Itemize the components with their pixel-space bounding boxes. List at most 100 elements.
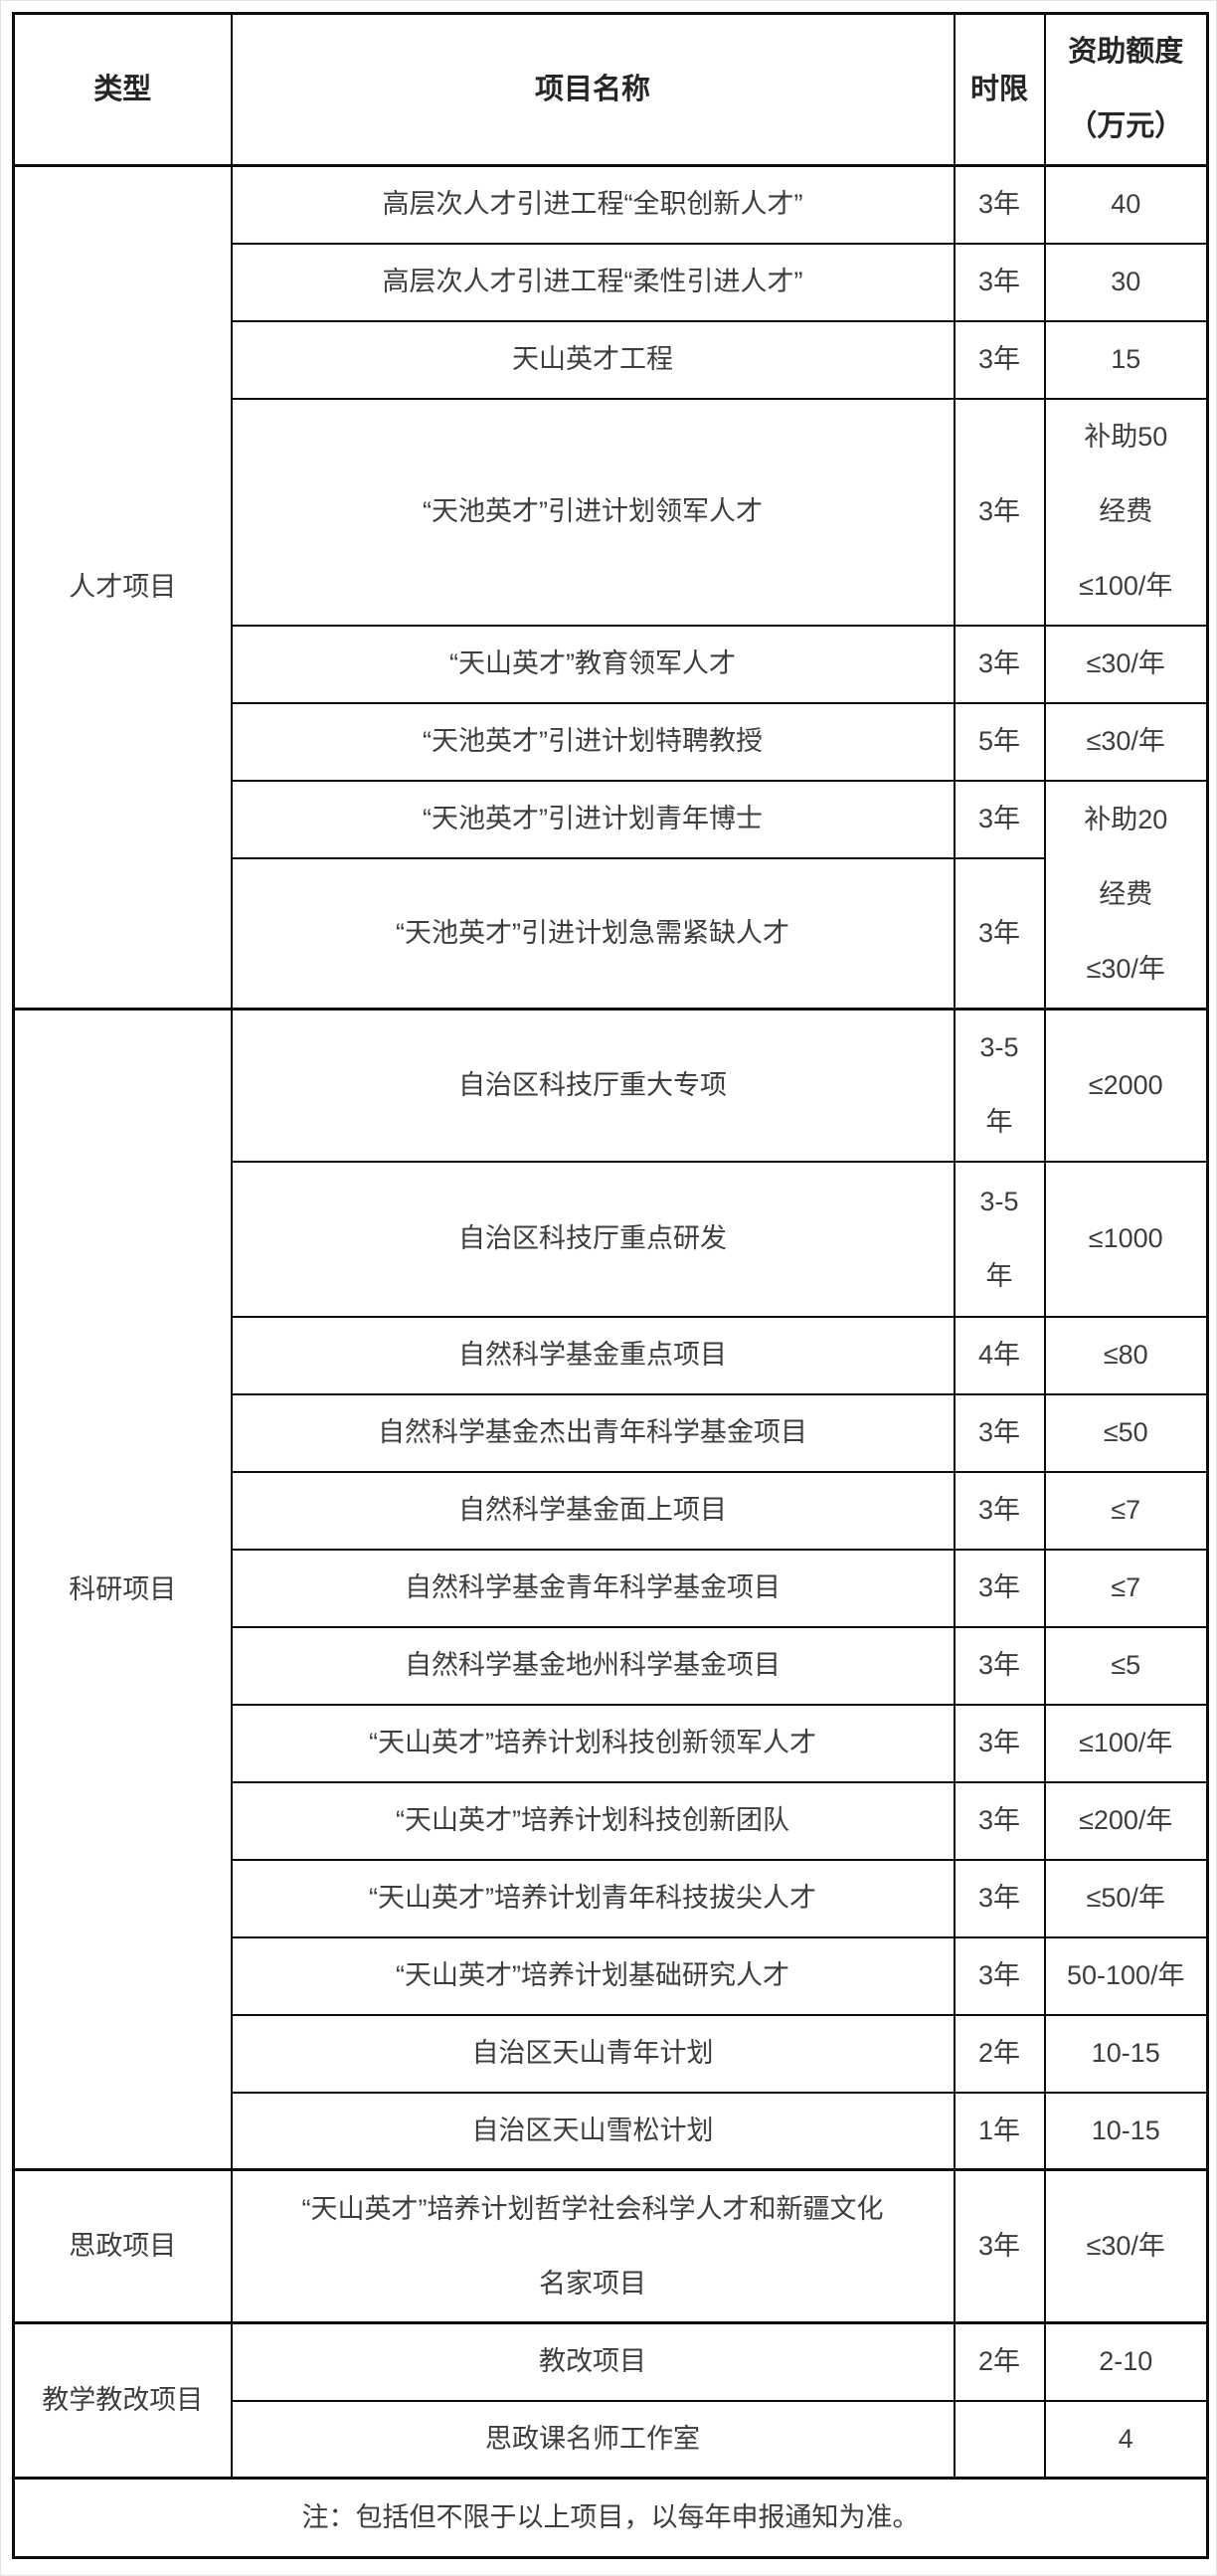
term-cell: 3年	[953, 1548, 1046, 1628]
amount-cell: ≤7	[1043, 1548, 1209, 1628]
project-name-cell: “天山英才”培养计划基础研究人才	[230, 1935, 956, 2016]
table-row: 自治区天山青年计划 2年 10-15	[14, 2013, 1209, 2094]
project-name-cell: “天池英才”引进计划特聘教授	[230, 701, 956, 782]
term-cell: 3年	[953, 1703, 1046, 1783]
project-name-cell: 自治区科技厅重点研发	[230, 1160, 956, 1318]
project-name-cell: “天池英才”引进计划急需紧缺人才	[230, 856, 956, 1011]
table-row: “天池英才”引进计划急需紧缺人才 3年	[14, 856, 1208, 1011]
term-cell: 2年	[953, 2321, 1046, 2402]
table-row: “天山英才”培养计划青年科技拔尖人才 3年 ≤50/年	[14, 1858, 1209, 1938]
project-name-cell: 思政课名师工作室	[230, 2399, 956, 2480]
table-row: 自然科学基金杰出青年科学基金项目 3年 ≤50	[14, 1392, 1209, 1473]
table-row: 科研项目 自治区科技厅重大专项 3-5 年 ≤2000	[12, 1008, 1209, 2171]
project-name-cell: 自然科学基金杰出青年科学基金项目	[230, 1392, 956, 1473]
category-cell-teaching: 教学教改项目	[12, 2321, 233, 2480]
amount-cell: ≤100/年	[1043, 1703, 1209, 1783]
term-cell: 3年	[953, 397, 1046, 627]
project-name-cell: “天山英才”培养计划科技创新领军人才	[230, 1703, 956, 1783]
amount-cell: ≤30/年	[1043, 2168, 1209, 2324]
header-term: 时限	[953, 12, 1046, 167]
table-row: 自然科学基金青年科学基金项目 3年 ≤7	[14, 1548, 1209, 1628]
project-name-cell: “天山英才”教育领军人才	[230, 624, 956, 704]
table-row: 思政课名师工作室 4	[14, 2399, 1209, 2480]
term-cell: 3年	[953, 1470, 1046, 1551]
amount-cell: 50-100/年	[1043, 1935, 1209, 2016]
term-cell	[953, 2399, 1046, 2480]
amount-cell: ≤50/年	[1043, 1858, 1209, 1938]
project-name-cell: 自然科学基金青年科学基金项目	[230, 1548, 956, 1628]
amount-cell: ≤30/年	[1043, 701, 1209, 782]
note-cell: 注：包括但不限于以上项目，以每年申报通知为准。	[12, 2477, 1209, 2559]
project-name-cell: 自治区天山青年计划	[230, 2013, 956, 2094]
table-row: 自然科学基金面上项目 3年 ≤7	[14, 1470, 1209, 1551]
term-cell: 3年	[953, 1392, 1046, 1473]
amount-cell: ≤1000	[1043, 1160, 1209, 1318]
table-row: 教学教改项目 教改项目 2年 2-10	[12, 2321, 1209, 2480]
amount-cell-merged: 补助20 经费 ≤30/年	[1043, 779, 1209, 1011]
table-row: “天山英才”培养计划科技创新领军人才 3年 ≤100/年	[14, 1703, 1209, 1783]
amount-cell: ≤7	[1043, 1470, 1209, 1551]
project-name-cell: 自然科学基金重点项目	[230, 1315, 956, 1395]
project-name-cell: 自治区天山雪松计划	[230, 2091, 956, 2171]
amount-cell: 2-10	[1043, 2321, 1209, 2402]
term-cell: 3年	[953, 856, 1046, 1011]
table-row: 天山英才工程 3年 15	[14, 319, 1209, 400]
term-cell: 3年	[953, 1935, 1046, 2016]
project-name-cell: 自然科学基金面上项目	[230, 1470, 956, 1551]
amount-cell: ≤5	[1043, 1625, 1209, 1706]
term-cell: 5年	[953, 701, 1046, 782]
project-name-cell: 自然科学基金地州科学基金项目	[230, 1625, 956, 1706]
amount-cell: 10-15	[1043, 2091, 1209, 2171]
header-row: 类型 项目名称 时限 资助额度 （万元）	[12, 12, 1209, 167]
project-name-cell: 天山英才工程	[230, 319, 956, 400]
term-cell: 3年	[953, 319, 1046, 400]
project-name-cell: “天山英才”培养计划科技创新团队	[230, 1780, 956, 1861]
project-name-cell: “天山英才”培养计划青年科技拔尖人才	[230, 1858, 956, 1938]
table-row: “天池英才”引进计划青年博士 3年 补助20 经费 ≤30/年	[14, 779, 1209, 1011]
term-cell: 3-5 年	[953, 1008, 1046, 1163]
amount-cell: 30	[1043, 242, 1209, 322]
term-cell: 2年	[953, 2013, 1046, 2094]
table-row: 自治区天山雪松计划 1年 10-15	[14, 2091, 1209, 2171]
term-cell: 4年	[953, 1315, 1046, 1395]
amount-cell: ≤200/年	[1043, 1780, 1209, 1861]
table-row: “天山英才”教育领军人才 3年 ≤30/年	[14, 624, 1209, 704]
amount-cell: ≤50	[1043, 1392, 1209, 1473]
amount-cell: ≤80	[1043, 1315, 1209, 1395]
table-row: 高层次人才引进工程“柔性引进人才” 3年 30	[14, 242, 1209, 322]
term-cell: 3年	[953, 779, 1046, 859]
table-row: “天池英才”引进计划领军人才 3年 补助50 经费 ≤100/年	[14, 397, 1209, 627]
term-cell: 3-5 年	[953, 1160, 1046, 1318]
term-cell: 3年	[953, 624, 1046, 704]
amount-cell: 补助50 经费 ≤100/年	[1043, 397, 1209, 627]
table-row: 自然科学基金地州科学基金项目 3年 ≤5	[14, 1625, 1209, 1706]
table-row: “天山英才”培养计划基础研究人才 3年 50-100/年	[14, 1935, 1209, 2016]
note-row: 注：包括但不限于以上项目，以每年申报通知为准。	[12, 2477, 1209, 2559]
project-name-cell: “天山英才”培养计划哲学社会科学人才和新疆文化 名家项目	[230, 2168, 956, 2324]
project-name-cell: 高层次人才引进工程“全职创新人才”	[230, 164, 956, 245]
project-name-cell: “天池英才”引进计划领军人才	[230, 397, 956, 627]
term-cell: 3年	[953, 1625, 1046, 1706]
amount-cell: ≤30/年	[1043, 624, 1209, 704]
term-cell: 3年	[953, 1858, 1046, 1938]
table-row: 自治区科技厅重点研发 3-5 年 ≤1000	[14, 1160, 1209, 1318]
table-row: “天山英才”培养计划科技创新团队 3年 ≤200/年	[14, 1780, 1209, 1861]
table-row: 人才项目 高层次人才引进工程“全职创新人才” 3年 40	[12, 164, 1209, 1011]
project-name-cell: 高层次人才引进工程“柔性引进人才”	[230, 242, 956, 322]
header-project-name: 项目名称	[230, 12, 956, 167]
amount-cell: 10-15	[1043, 2013, 1209, 2094]
table-row: “天池英才”引进计划特聘教授 5年 ≤30/年	[14, 701, 1209, 782]
amount-cell: 4	[1043, 2399, 1209, 2480]
term-cell: 3年	[953, 242, 1046, 322]
project-name-cell: “天池英才”引进计划青年博士	[230, 779, 956, 859]
amount-cell: ≤2000	[1043, 1008, 1209, 1163]
term-cell: 3年	[953, 2168, 1046, 2324]
category-cell-ideology: 思政项目	[12, 2168, 233, 2324]
term-cell: 1年	[953, 2091, 1046, 2171]
category-cell-research: 科研项目	[12, 1008, 233, 2171]
header-type: 类型	[12, 12, 233, 167]
project-name-cell: 自治区科技厅重大专项	[230, 1008, 956, 1163]
term-cell: 3年	[953, 1780, 1046, 1861]
amount-cell: 40	[1043, 164, 1209, 245]
